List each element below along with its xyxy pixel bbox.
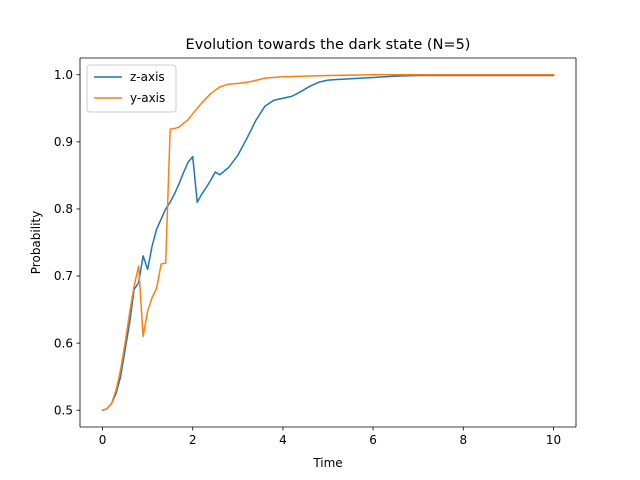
legend-label-z-axis: z-axis (130, 70, 165, 84)
y-tick-label: 0.5 (54, 403, 73, 417)
legend: z-axis y-axis (86, 64, 177, 113)
x-axis-ticks: 0 2 4 6 8 10 (99, 427, 561, 447)
y-axis-label: Probability (29, 211, 43, 274)
x-axis-label: Time (312, 456, 342, 470)
series-layer (101, 74, 555, 412)
legend-label-y-axis: y-axis (130, 91, 165, 105)
y-tick-label: 0.8 (54, 202, 73, 216)
chart-title: Evolution towards the dark state (N=5) (186, 37, 471, 53)
y-tick-label: 0.9 (54, 135, 73, 149)
y-tick-label: 1.0 (54, 68, 73, 82)
x-tick-label: 4 (279, 433, 287, 447)
x-tick-label: 6 (369, 433, 377, 447)
x-tick-label: 2 (189, 433, 197, 447)
y-tick-label: 0.7 (54, 269, 73, 283)
series-line-y-axis (101, 74, 555, 412)
axes-background (80, 58, 576, 427)
x-tick-label: 10 (546, 433, 561, 447)
x-tick-label: 0 (99, 433, 107, 447)
x-tick-label: 8 (459, 433, 467, 447)
y-tick-label: 0.6 (54, 336, 73, 350)
axes-spines (79, 57, 577, 428)
plot-area: 0 2 4 6 8 10 0.5 0.6 0.7 0.8 0.9 1.0 (54, 57, 577, 447)
y-axis-ticks: 0.5 0.6 0.7 0.8 0.9 1.0 (54, 68, 80, 417)
series-line-z-axis (101, 74, 555, 412)
